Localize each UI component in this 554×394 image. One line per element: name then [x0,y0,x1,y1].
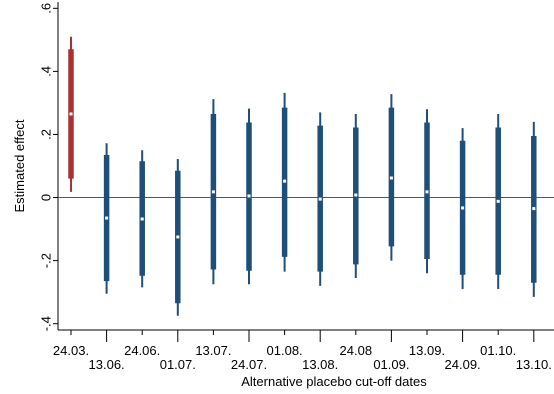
x-axis: 24.03.13.06.24.06.01.07.13.07.24.07.01.0… [53,329,554,372]
x-tick-label: 13.06. [89,357,125,372]
x-tick-label: 24.06. [124,343,160,358]
y-tick-label: -.2 [39,253,54,268]
y-axis-title: Estimated effect [12,119,27,212]
x-tick-label: 01.07. [160,357,196,372]
y-tick-label: -.4 [39,316,54,331]
y-tick-label: 0 [39,194,54,201]
x-tick-label: 24.07. [231,357,267,372]
x-tick-label: 24.08 [340,343,373,358]
x-tick-label: 24.09. [445,357,481,372]
x-tick-label: 13.07. [195,343,231,358]
x-tick-label: 01.09. [373,357,409,372]
x-tick-label: 13.08. [302,357,338,372]
y-tick-label: .6 [39,3,54,14]
y-axis: -.4 -.2 0 .2 .4 .6 [39,2,59,331]
x-tick-label: 13.09. [409,343,445,358]
y-tick-label: .2 [39,129,54,140]
x-axis-title: Alternative placebo cut-off dates [241,374,427,389]
x-tick-label: 01.08. [267,343,303,358]
x-tick-label: 01.10. [480,343,516,358]
x-tick-label: 24.03. [53,343,89,358]
estimate-series [68,36,537,316]
x-tick-label: 13.10. [516,357,552,372]
y-tick-label: .4 [39,66,54,77]
